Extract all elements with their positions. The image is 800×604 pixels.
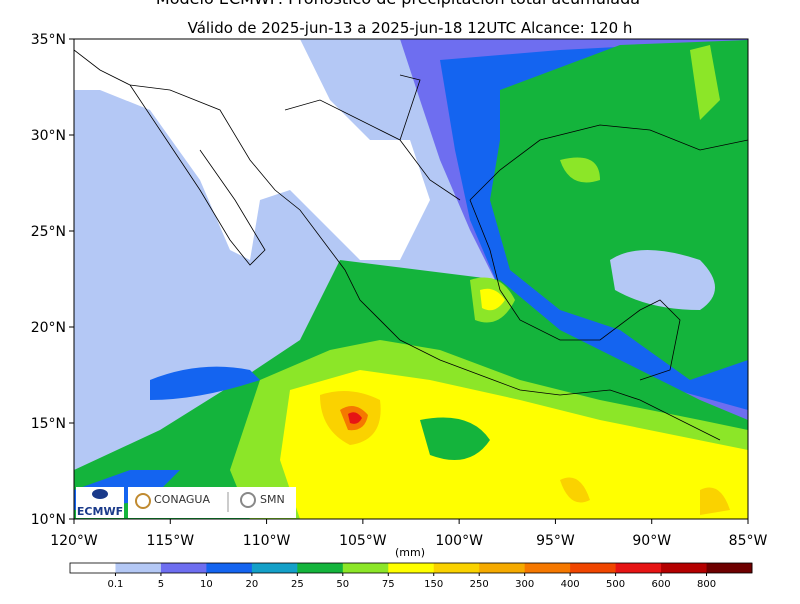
- logo-text: ECMWF: [77, 505, 123, 518]
- x-tick-label: 120°W: [50, 533, 98, 549]
- plot-frame: [73, 38, 749, 520]
- logo-icon: [135, 493, 151, 509]
- colorbar-label: 150: [424, 579, 443, 590]
- colorbar-label: 800: [697, 579, 716, 590]
- coastline: [469, 124, 748, 381]
- logo-icon: [92, 489, 108, 499]
- colorbar-segment: [570, 563, 617, 573]
- colorbar-segment: [661, 563, 708, 573]
- subtitle: Válido de 2025-jun-13 a 2025-jun-18 12UT…: [188, 19, 633, 37]
- colorbar-label: 50: [336, 579, 349, 590]
- colorbar-segment: [524, 563, 571, 573]
- y-tick-label: 20°N: [31, 320, 66, 336]
- x-tick-label: 95°W: [536, 533, 575, 549]
- colorbar-label: 250: [470, 579, 489, 590]
- coastline: [129, 84, 266, 266]
- x-tick-label: 115°W: [146, 533, 194, 549]
- field-area: [610, 250, 715, 310]
- y-tick-label: 15°N: [31, 416, 66, 432]
- colorbar-segment: [160, 563, 207, 573]
- title: Modelo ECMWF: Pronóstico de precipitació…: [156, 0, 640, 8]
- colorbar-frame: [69, 562, 753, 574]
- coastline: [74, 49, 721, 441]
- colorbar-segment: [115, 563, 162, 573]
- precipitation-field: [74, 39, 748, 519]
- colorbar-segment: [706, 563, 753, 573]
- logo-text: SMN: [260, 493, 285, 506]
- x-tick-label: 105°W: [339, 533, 387, 549]
- y-tick-label: 30°N: [31, 128, 66, 144]
- colorbar-segment: [251, 563, 298, 573]
- field-area: [420, 417, 490, 460]
- colorbar-label: 75: [382, 579, 395, 590]
- border: [284, 74, 461, 201]
- colorbar-label: 500: [606, 579, 625, 590]
- field-area: [480, 288, 505, 311]
- y-tick-label: 25°N: [31, 224, 66, 240]
- colorbar-label: 5: [158, 579, 164, 590]
- colorbar-segment: [342, 563, 389, 573]
- x-tick-label: 90°W: [632, 533, 671, 549]
- colorbar-segment: [388, 563, 435, 573]
- x-tick-label: 110°W: [243, 533, 291, 549]
- field-area: [560, 45, 720, 183]
- colorbar-label: 600: [652, 579, 671, 590]
- x-tick-label: 100°W: [435, 533, 483, 549]
- field-area: [74, 39, 430, 260]
- y-tick-label: 35°N: [31, 32, 66, 48]
- colorbar-segment: [206, 563, 253, 573]
- y-tick-label: 10°N: [31, 512, 66, 528]
- field-area: [74, 366, 260, 510]
- colorbar-unit: (mm): [395, 546, 425, 559]
- colorbar-label: 25: [291, 579, 304, 590]
- logo-icon: [240, 492, 256, 508]
- colorbar-label: 10: [200, 579, 213, 590]
- colorbar-label: 20: [245, 579, 258, 590]
- logos: ECMWF CONAGUA SMN: [76, 487, 296, 518]
- colorbar-label: 0.1: [108, 579, 124, 590]
- logo-text: CONAGUA: [154, 493, 210, 506]
- field-area: [320, 391, 730, 515]
- logo-box: [128, 487, 296, 518]
- x-tick-label: 85°W: [729, 533, 768, 549]
- colorbar-segment: [615, 563, 662, 573]
- colorbar-label: 300: [515, 579, 534, 590]
- colorbar-segment: [433, 563, 480, 573]
- field-area: [348, 412, 362, 424]
- colorbar-segment: [479, 563, 526, 573]
- field-area: [280, 370, 748, 519]
- colorbar-segment: [70, 563, 116, 573]
- colorbar-label: 400: [561, 579, 580, 590]
- colorbar-segment: [297, 563, 344, 573]
